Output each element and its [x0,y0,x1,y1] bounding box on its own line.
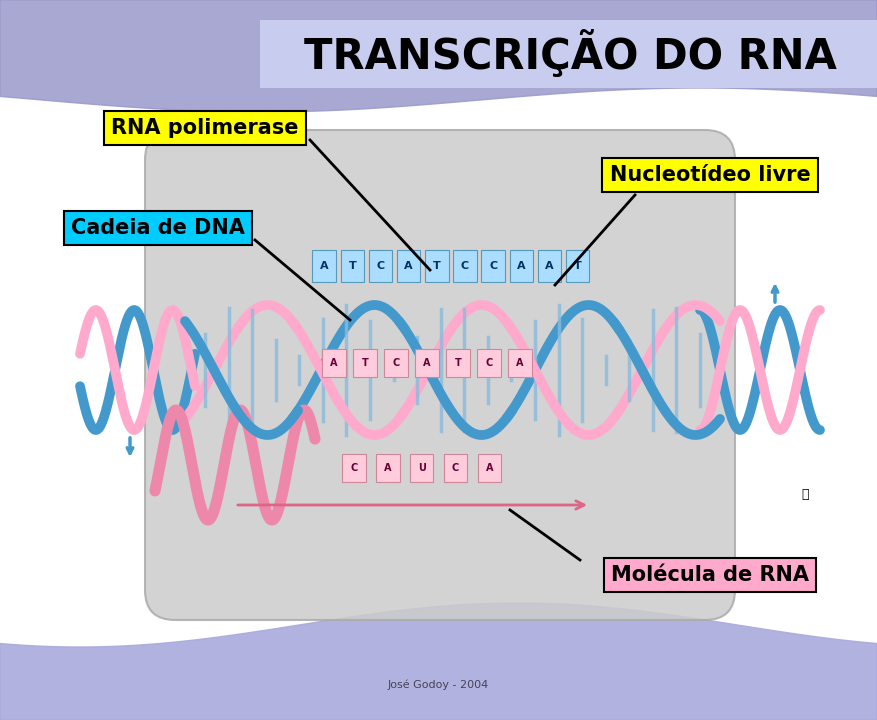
FancyBboxPatch shape [453,250,477,282]
Text: A: A [331,358,338,368]
FancyBboxPatch shape [566,250,589,282]
Text: C: C [351,463,358,473]
Text: C: C [461,261,469,271]
FancyBboxPatch shape [368,250,392,282]
FancyBboxPatch shape [323,349,346,377]
FancyBboxPatch shape [477,349,501,377]
Text: A: A [384,463,392,473]
FancyBboxPatch shape [416,349,438,377]
FancyBboxPatch shape [260,20,877,88]
Text: RNA polimerase: RNA polimerase [111,118,299,138]
FancyBboxPatch shape [340,250,364,282]
Text: T: T [574,261,581,271]
Text: C: C [393,358,400,368]
Text: A: A [517,358,524,368]
FancyBboxPatch shape [538,250,561,282]
FancyBboxPatch shape [478,454,501,482]
Text: A: A [486,463,493,473]
FancyBboxPatch shape [425,250,448,282]
Text: A: A [517,261,525,271]
Text: Nucleotídeo livre: Nucleotídeo livre [610,165,810,185]
Text: A: A [545,261,554,271]
FancyBboxPatch shape [353,349,377,377]
Polygon shape [0,0,877,112]
Text: A: A [404,261,413,271]
Text: Molécula de RNA: Molécula de RNA [611,565,809,585]
Text: Cadeia de DNA: Cadeia de DNA [71,218,245,238]
FancyBboxPatch shape [510,250,533,282]
Text: T: T [361,358,368,368]
Text: T: T [433,261,441,271]
Text: C: C [452,463,460,473]
FancyBboxPatch shape [410,454,433,482]
Polygon shape [0,603,877,720]
Text: A: A [320,261,328,271]
Text: T: T [454,358,461,368]
FancyBboxPatch shape [509,349,531,377]
FancyBboxPatch shape [376,454,400,482]
Text: U: U [417,463,425,473]
Text: C: C [486,358,493,368]
Text: C: C [376,261,384,271]
FancyBboxPatch shape [384,349,408,377]
FancyBboxPatch shape [312,250,336,282]
FancyBboxPatch shape [342,454,366,482]
FancyBboxPatch shape [446,349,470,377]
Text: 🖼: 🖼 [802,488,809,502]
Text: TRANSCRIÇÃO DO RNA: TRANSCRIÇÃO DO RNA [303,30,837,78]
FancyBboxPatch shape [481,250,505,282]
Text: C: C [489,261,497,271]
FancyBboxPatch shape [444,454,467,482]
FancyBboxPatch shape [145,130,735,620]
Text: T: T [348,261,356,271]
FancyBboxPatch shape [397,250,420,282]
Text: A: A [424,358,431,368]
Text: José Godoy - 2004: José Godoy - 2004 [388,680,488,690]
